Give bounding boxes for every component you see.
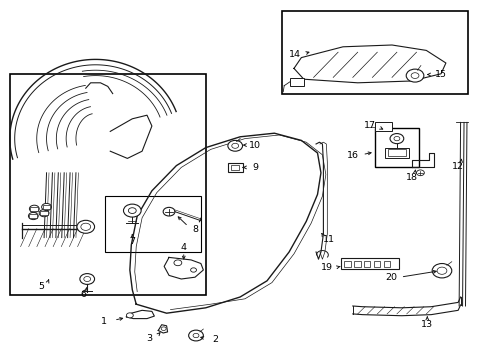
Text: 9: 9 — [253, 163, 259, 172]
Text: 10: 10 — [249, 140, 261, 150]
Text: 4: 4 — [181, 243, 187, 252]
Circle shape — [416, 170, 424, 176]
Bar — [231, 165, 239, 170]
Text: 20: 20 — [385, 274, 397, 282]
Bar — [384, 261, 390, 267]
Bar — [354, 261, 361, 267]
Bar — [30, 207, 38, 211]
Circle shape — [84, 276, 91, 282]
Bar — [282, 11, 468, 94]
Circle shape — [28, 212, 38, 220]
Circle shape — [126, 313, 133, 318]
Text: 17: 17 — [364, 122, 376, 130]
Circle shape — [437, 267, 447, 274]
Text: 12: 12 — [452, 162, 464, 171]
Bar — [344, 261, 351, 267]
Bar — [29, 214, 37, 218]
Circle shape — [123, 204, 141, 217]
Circle shape — [39, 210, 49, 217]
Bar — [385, 148, 409, 158]
Text: 1: 1 — [101, 317, 107, 325]
Text: 19: 19 — [321, 264, 333, 272]
Circle shape — [390, 134, 404, 144]
Bar — [10, 74, 206, 295]
Bar — [40, 211, 48, 215]
Bar — [290, 78, 304, 86]
Text: 7: 7 — [129, 238, 135, 246]
Bar — [105, 196, 201, 252]
Circle shape — [77, 220, 95, 233]
Bar — [43, 205, 50, 209]
Circle shape — [42, 203, 51, 211]
Circle shape — [81, 223, 91, 230]
Circle shape — [191, 268, 196, 272]
Text: 8: 8 — [192, 225, 198, 234]
Circle shape — [161, 327, 166, 330]
Circle shape — [193, 333, 199, 338]
Circle shape — [228, 140, 243, 151]
Circle shape — [29, 205, 39, 212]
Circle shape — [174, 260, 182, 266]
Text: 13: 13 — [421, 320, 433, 329]
Bar — [375, 128, 419, 167]
Circle shape — [432, 264, 452, 278]
Circle shape — [128, 208, 136, 213]
Bar — [341, 258, 399, 269]
Text: 3: 3 — [147, 334, 152, 343]
Circle shape — [80, 274, 95, 284]
Text: 18: 18 — [406, 173, 417, 181]
Text: 2: 2 — [213, 335, 219, 343]
Text: 11: 11 — [323, 235, 335, 244]
Bar — [364, 261, 370, 267]
Text: 5: 5 — [39, 282, 45, 291]
Circle shape — [232, 143, 239, 148]
Bar — [374, 261, 380, 267]
Circle shape — [411, 73, 419, 78]
Text: 6: 6 — [80, 290, 86, 299]
Bar — [375, 122, 392, 131]
Circle shape — [189, 330, 203, 341]
Text: 15: 15 — [435, 70, 447, 79]
Text: 16: 16 — [347, 151, 359, 160]
Bar — [388, 149, 406, 156]
Bar — [228, 163, 243, 172]
Circle shape — [163, 207, 175, 216]
Text: 14: 14 — [289, 50, 301, 59]
Circle shape — [406, 69, 424, 82]
Circle shape — [394, 136, 400, 141]
